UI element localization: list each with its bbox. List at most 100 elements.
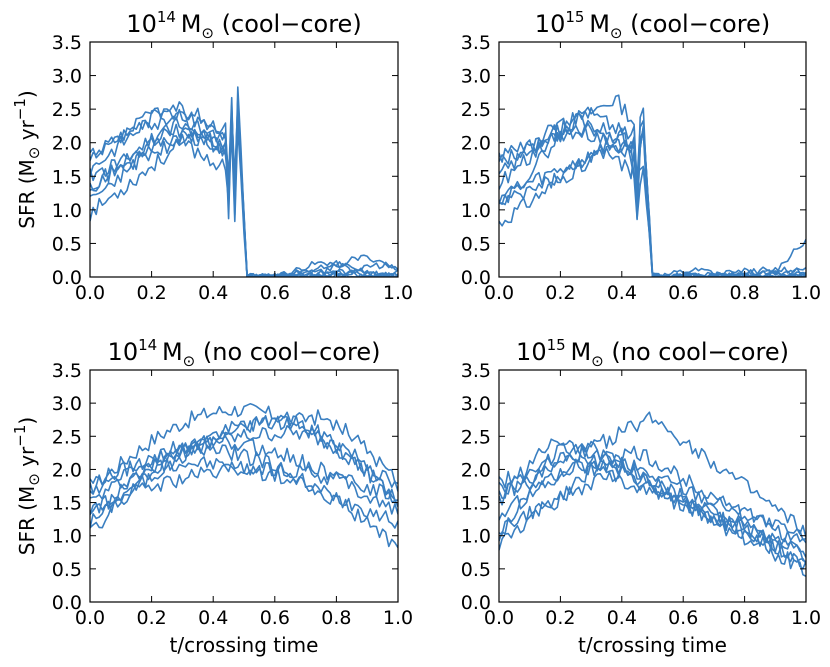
y-tick-label: 3.0 [461, 66, 491, 88]
x-tick-label: 0.0 [75, 282, 105, 304]
x-tick-label: 0.6 [668, 282, 698, 304]
y-tick-label: 3.5 [52, 360, 82, 382]
plot-frame [498, 41, 807, 278]
x-tick-label: 0.4 [198, 282, 228, 304]
series-line [499, 442, 806, 578]
y-tick-label: 0.0 [52, 592, 82, 614]
series-group [499, 94, 806, 277]
series-line [499, 445, 806, 544]
x-tick-label: 0.6 [260, 282, 290, 304]
series-line [499, 125, 806, 277]
x-axis-label: t/crossing time [578, 633, 727, 657]
plot-frame [89, 41, 399, 278]
x-tick-label: 1.0 [383, 282, 413, 304]
y-tick-label: 2.5 [52, 426, 82, 448]
series-line [499, 411, 806, 538]
x-tick-label: 1.0 [383, 607, 413, 629]
x-tick-label: 0.4 [607, 607, 637, 629]
series-line [499, 119, 806, 277]
y-tick-label: 1.5 [52, 166, 82, 188]
y-tick-label: 1.5 [461, 166, 491, 188]
y-tick-label: 2.0 [461, 133, 491, 155]
series-line [499, 440, 806, 541]
series-group [90, 402, 398, 549]
x-tick-label: 0.4 [607, 282, 637, 304]
series-line [90, 86, 398, 277]
y-tick-label: 2.5 [52, 99, 82, 121]
x-tick-label: 0.4 [198, 607, 228, 629]
x-tick-label: 0.0 [484, 607, 514, 629]
series-line [90, 109, 398, 277]
series-line [90, 117, 398, 277]
panel-title: 1015 M⊙ (no cool−core) [516, 336, 789, 370]
series-line [90, 409, 398, 529]
y-axis-label: SFR (M⊙ yr−1) [11, 417, 43, 555]
y-tick-label: 3.5 [461, 360, 491, 382]
panel-4: 0.0 0.2 0.4 0.6 0.8 1.0 0.0 0.5 1.0 1.5 2.0 2.5 3.0 3… [461, 336, 821, 657]
x-tick-label: 0.6 [668, 607, 698, 629]
x-tick-label: 0.2 [545, 282, 575, 304]
panel-title: 1015 M⊙ (cool−core) [535, 8, 770, 42]
y-tick-label: 3.5 [52, 32, 82, 54]
y-tick-label: 0.0 [461, 592, 491, 614]
series-line [90, 424, 398, 508]
x-tick-label: 0.2 [136, 282, 166, 304]
x-tick-label: 0.0 [75, 607, 105, 629]
series-line [499, 462, 806, 570]
series-line [499, 94, 806, 277]
x-tick-label: 0.8 [729, 607, 759, 629]
y-tick-label: 2.0 [461, 459, 491, 481]
plot-frame [498, 369, 807, 603]
panel-title: 1014 M⊙ (cool−core) [126, 8, 361, 42]
x-axis-label: t/crossing time [170, 633, 319, 657]
y-tick-label: 0.5 [461, 233, 491, 255]
series-line [90, 99, 398, 277]
x-tick-label: 0.8 [321, 282, 351, 304]
x-tick-label: 0.2 [136, 607, 166, 629]
x-tick-label: 1.0 [791, 282, 821, 304]
y-tick-label: 2.0 [52, 459, 82, 481]
series-line [90, 116, 398, 277]
series-line [90, 402, 398, 503]
y-tick-label: 2.5 [461, 426, 491, 448]
series-line [499, 107, 806, 277]
panel-3: 0.0 0.2 0.4 0.6 0.8 1.0 0.0 0.5 1.0 1.5 2.0 2.5 3.0 3… [11, 336, 413, 657]
x-tick-label: 0.2 [545, 607, 575, 629]
y-tick-label: 0.0 [461, 267, 491, 289]
plot-frame [89, 369, 399, 603]
series-line [90, 434, 398, 515]
y-tick-label: 3.0 [52, 393, 82, 415]
y-tick-label: 1.0 [461, 526, 491, 548]
panels: 0.0 0.2 0.4 0.6 0.8 1.0 0.0 0.5 1.0 1.5 2.0 2.5 3.0 3… [11, 8, 821, 657]
x-tick-label: 0.0 [484, 282, 514, 304]
y-tick-label: 0.5 [52, 559, 82, 581]
panel-title: 1014 M⊙ (no cool−core) [108, 336, 381, 370]
x-tick-label: 0.6 [260, 607, 290, 629]
x-tick-label: 0.8 [321, 607, 351, 629]
series-line [499, 122, 806, 277]
y-tick-label: 0.5 [461, 559, 491, 581]
y-tick-label: 0.5 [52, 233, 82, 255]
series-line [90, 461, 398, 515]
y-tick-label: 1.0 [52, 200, 82, 222]
series-line [90, 112, 398, 277]
y-tick-label: 3.0 [461, 393, 491, 415]
y-tick-label: 2.5 [461, 99, 491, 121]
y-tick-label: 3.5 [461, 32, 491, 54]
x-tick-label: 0.8 [729, 282, 759, 304]
y-tick-label: 1.5 [52, 493, 82, 515]
y-tick-label: 2.0 [52, 133, 82, 155]
series-line [499, 117, 806, 277]
y-tick-label: 3.0 [52, 66, 82, 88]
y-tick-label: 0.0 [52, 267, 82, 289]
series-line [499, 130, 806, 277]
series-line [90, 442, 398, 549]
y-tick-label: 1.0 [461, 200, 491, 222]
panel-1: 0.0 0.2 0.4 0.6 0.8 1.0 0.0 0.5 1.0 1.5 2.0 2.5 3.0 3… [11, 8, 413, 304]
y-tick-label: 1.0 [52, 526, 82, 548]
x-tick-label: 1.0 [791, 607, 821, 629]
series-group [90, 86, 398, 277]
series-line [90, 456, 398, 529]
y-tick-label: 1.5 [461, 493, 491, 515]
